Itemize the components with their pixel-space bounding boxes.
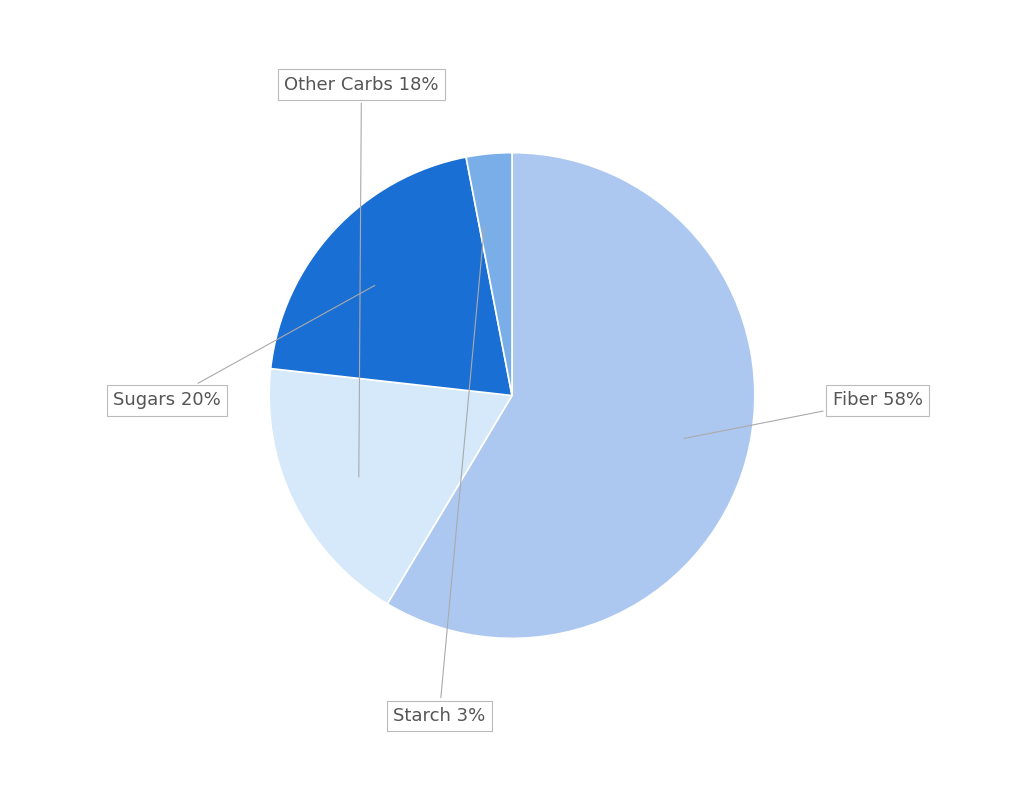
Wedge shape bbox=[466, 153, 512, 396]
Wedge shape bbox=[270, 157, 512, 396]
Wedge shape bbox=[387, 153, 755, 638]
Wedge shape bbox=[269, 369, 512, 604]
Text: Starch 3%: Starch 3% bbox=[393, 225, 485, 725]
Text: Sugars 20%: Sugars 20% bbox=[114, 286, 375, 410]
Text: Other Carbs 18%: Other Carbs 18% bbox=[285, 76, 438, 477]
Text: Fiber 58%: Fiber 58% bbox=[684, 392, 923, 438]
